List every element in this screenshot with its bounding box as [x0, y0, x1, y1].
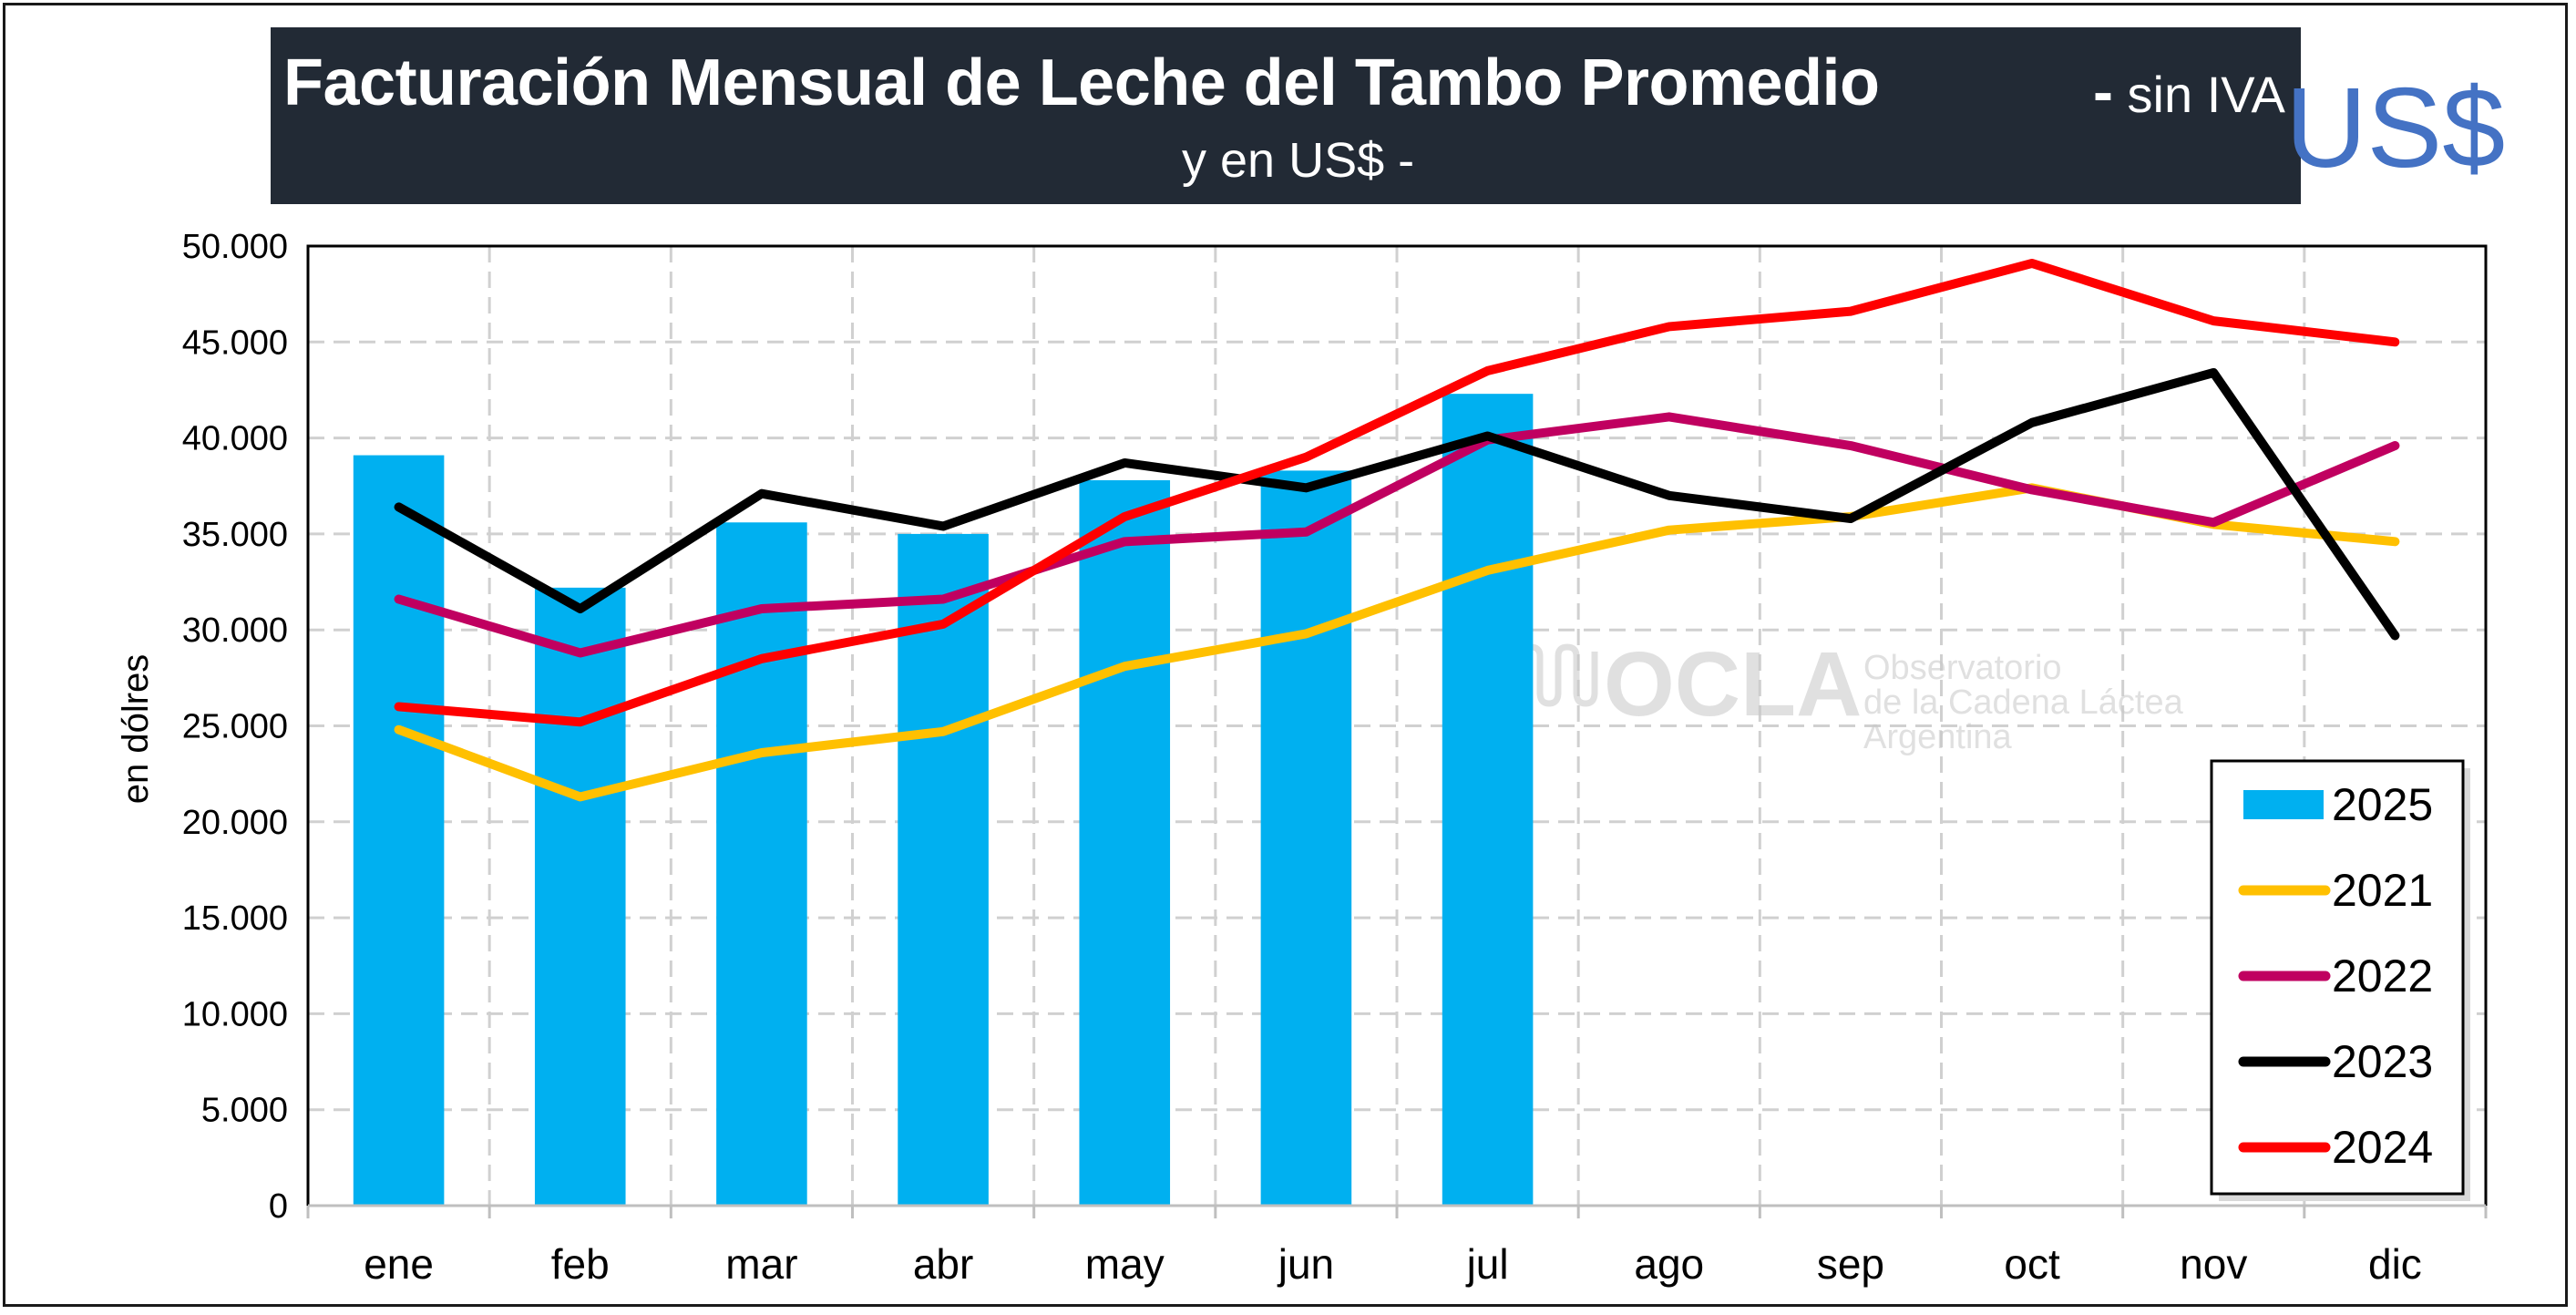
title-banner: Facturación Mensual de Leche del Tambo P…: [271, 27, 2301, 204]
y-tick-label: 15.000: [182, 899, 288, 938]
legend-swatch-2025: [2243, 790, 2324, 819]
legend-label-2021: 2021: [2332, 865, 2433, 916]
y-tick-label: 30.000: [182, 611, 288, 650]
y-tick-label: 20.000: [182, 804, 288, 842]
y-axis-label: en dólres: [116, 654, 156, 805]
x-tick-label: sep: [1817, 1240, 1884, 1288]
y-tick-label: 5.000: [201, 1092, 288, 1130]
watermark-logo-text: OCLA: [1604, 633, 1862, 735]
title-dash: -: [2093, 57, 2113, 125]
chart-subtitle: y en US$ -: [1182, 133, 1415, 188]
watermark-line-1: Observatorio: [1863, 649, 2062, 687]
bar-2025-feb: [534, 587, 626, 1206]
axes: [306, 244, 2488, 1218]
y-tick-labels: 0 5.000 10.000 15.000 20.000 25.000 30.000 35.0…: [182, 228, 288, 1226]
legend-label-2023: 2023: [2332, 1036, 2433, 1087]
x-tick-label: feb: [551, 1240, 610, 1288]
x-tick-label: dic: [2368, 1240, 2422, 1288]
bar-2025-jun: [1260, 470, 1352, 1206]
bar-2025-may: [1079, 479, 1171, 1206]
chart-title-side: - sin IVA: [2093, 57, 2285, 126]
watermark-line-2: de la Cadena Láctea: [1863, 683, 2184, 722]
bar-2025-abr: [898, 533, 989, 1206]
line-series-2023: [394, 367, 2400, 641]
line-series-group: [394, 258, 2400, 802]
currency-label: US$: [2285, 66, 2506, 191]
legend-label-2025: 2025: [2332, 779, 2433, 830]
x-tick-label: jun: [1277, 1240, 1334, 1288]
line-series-2024: [394, 258, 2400, 727]
line-series-2022: [394, 412, 2400, 658]
x-tick-label: oct: [2004, 1240, 2060, 1288]
watermark-line-3: Argentina: [1863, 718, 2013, 756]
x-tick-label: abr: [913, 1240, 973, 1288]
x-tick-label: may: [1085, 1240, 1165, 1288]
title-side-text: sin IVA: [2127, 66, 2285, 123]
legend-label-2022: 2022: [2332, 950, 2433, 1002]
x-tick-label: nov: [2180, 1240, 2247, 1288]
x-tick-labels: ene feb mar abr may jun jul ago sep oct nov dic: [364, 1240, 2422, 1288]
bar-series-2025: [353, 394, 1534, 1207]
x-tick-label: jul: [1465, 1240, 1509, 1288]
y-tick-label: 10.000: [182, 995, 288, 1033]
y-tick-label: 50.000: [182, 228, 288, 266]
x-tick-label: mar: [725, 1240, 797, 1288]
bar-2025-ene: [353, 455, 445, 1207]
y-tick-label: 25.000: [182, 708, 288, 746]
ocla-watermark: OCLA Observatorio de la Cadena Láctea Ar…: [1495, 633, 2184, 756]
y-tick-label: 35.000: [182, 516, 288, 554]
y-tick-label: 0: [269, 1187, 288, 1226]
legend-label-2024: 2024: [2332, 1122, 2433, 1173]
y-tick-label: 40.000: [182, 420, 288, 458]
x-tick-label: ago: [1634, 1240, 1704, 1288]
legend: 2025 2021 2022 2023 2024: [2210, 759, 2470, 1201]
x-tick-label: ene: [364, 1240, 434, 1288]
y-tick-label: 45.000: [182, 324, 288, 362]
bar-2025-jul: [1442, 394, 1534, 1206]
chart-title: Facturación Mensual de Leche del Tambo P…: [283, 46, 1880, 119]
bar-2025-mar: [716, 522, 807, 1206]
